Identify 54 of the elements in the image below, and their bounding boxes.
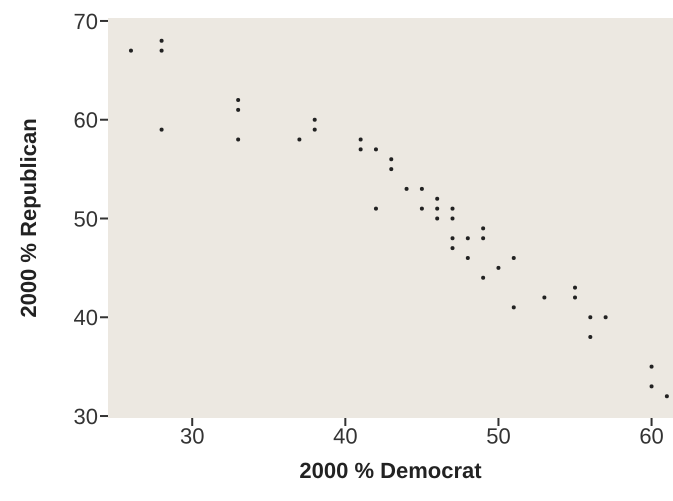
point xyxy=(450,236,455,240)
x-axis-title: 2000 % Democrat xyxy=(299,458,482,483)
point xyxy=(374,206,378,211)
x-tick-label: 40 xyxy=(333,424,358,449)
point xyxy=(160,38,164,43)
x-tick-label: 60 xyxy=(639,424,664,449)
point xyxy=(512,305,516,310)
y-tick-label: 70 xyxy=(74,8,98,34)
point xyxy=(466,236,470,240)
point xyxy=(650,364,654,369)
point xyxy=(358,137,363,142)
point xyxy=(389,157,394,162)
point xyxy=(236,98,240,102)
x-tick-label: 50 xyxy=(486,424,511,449)
point xyxy=(358,147,363,152)
point xyxy=(374,147,378,152)
point xyxy=(588,335,592,340)
point xyxy=(389,167,394,172)
point xyxy=(542,296,546,300)
point xyxy=(588,315,592,320)
point xyxy=(420,206,424,211)
point xyxy=(450,246,455,250)
point xyxy=(236,137,240,142)
point xyxy=(160,128,164,132)
point xyxy=(481,226,486,230)
point xyxy=(435,216,440,220)
y-axis-title: 2000 % Republican xyxy=(16,118,41,318)
point xyxy=(435,206,440,211)
y-tick-label: 40 xyxy=(74,305,98,330)
point xyxy=(236,108,240,112)
y-tick-label: 60 xyxy=(74,108,98,133)
point xyxy=(297,137,302,142)
point xyxy=(128,48,133,53)
point xyxy=(604,315,608,320)
point xyxy=(573,286,578,290)
point xyxy=(664,394,669,398)
point xyxy=(435,196,440,201)
point xyxy=(312,118,317,122)
x-tick-label: 30 xyxy=(180,424,204,449)
point xyxy=(496,266,500,270)
point xyxy=(450,216,455,220)
point xyxy=(512,256,516,260)
point xyxy=(312,128,317,132)
point xyxy=(420,186,424,191)
point xyxy=(160,48,164,53)
point xyxy=(466,256,470,260)
y-tick-label: 50 xyxy=(74,206,98,232)
point xyxy=(573,296,578,300)
point xyxy=(481,276,486,280)
point xyxy=(650,384,654,388)
point xyxy=(481,236,486,240)
point xyxy=(450,206,455,211)
point xyxy=(404,186,409,191)
y-tick-label: 30 xyxy=(74,404,98,429)
